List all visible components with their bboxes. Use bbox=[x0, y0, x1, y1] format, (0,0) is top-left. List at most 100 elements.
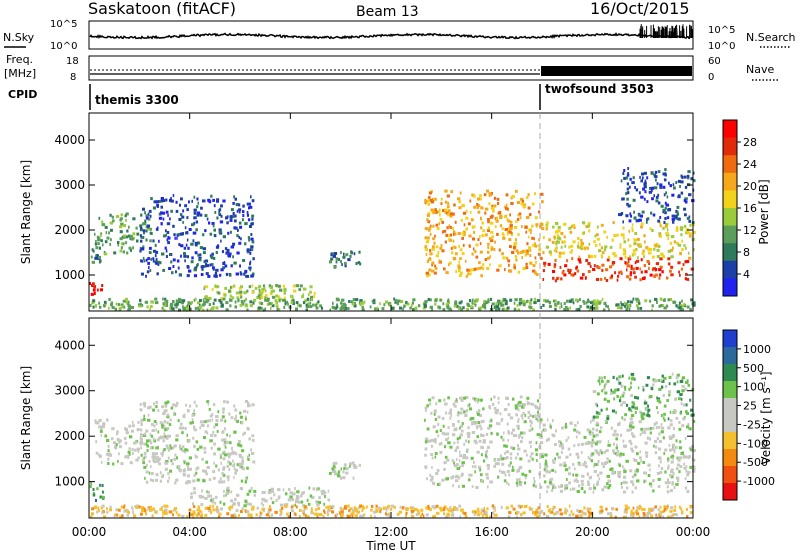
heatmap-cell bbox=[205, 460, 209, 464]
heatmap-cell bbox=[497, 302, 500, 306]
heatmap-cell bbox=[413, 507, 418, 511]
heatmap-cell bbox=[343, 307, 346, 311]
heatmap-cell bbox=[453, 461, 455, 465]
heatmap-cell bbox=[551, 419, 554, 423]
heatmap-cell bbox=[301, 491, 305, 495]
heatmap-cell bbox=[684, 224, 687, 228]
heatmap-cell bbox=[559, 265, 562, 269]
heatmap-cell bbox=[258, 288, 261, 292]
heatmap-cell bbox=[438, 259, 441, 263]
heatmap-cell bbox=[479, 266, 483, 270]
heatmap-cell bbox=[96, 235, 100, 239]
heatmap-cell bbox=[445, 438, 448, 442]
heatmap-cell bbox=[201, 489, 203, 493]
heatmap-cell bbox=[596, 233, 599, 237]
heatmap-cell bbox=[185, 243, 188, 247]
heatmap-cell bbox=[635, 304, 639, 308]
heatmap-cell bbox=[497, 396, 500, 400]
heatmap-cell bbox=[134, 505, 137, 508]
heatmap-cell bbox=[537, 419, 540, 423]
heatmap-cell bbox=[680, 233, 683, 237]
heatmap-cell bbox=[593, 254, 597, 258]
heatmap-cell bbox=[152, 249, 157, 253]
heatmap-cell bbox=[623, 444, 628, 448]
heatmap-cell bbox=[447, 441, 451, 445]
heatmap-cell bbox=[631, 223, 634, 227]
heatmap-cell bbox=[627, 304, 631, 308]
heatmap-cell bbox=[502, 297, 505, 301]
colorbar-tick-label: 4 bbox=[743, 268, 750, 281]
heatmap-cell bbox=[123, 234, 126, 238]
heatmap-cell bbox=[486, 445, 490, 449]
heatmap-cell bbox=[111, 427, 115, 431]
heatmap-cell bbox=[490, 431, 493, 435]
heatmap-cell bbox=[592, 490, 595, 494]
heatmap-cell bbox=[537, 415, 540, 419]
heatmap-cell bbox=[344, 505, 347, 509]
heatmap-cell bbox=[504, 228, 508, 231]
heatmap-cell bbox=[143, 509, 147, 513]
heatmap-cell bbox=[221, 250, 224, 254]
heatmap-cell bbox=[544, 428, 547, 432]
heatmap-cell bbox=[234, 471, 237, 475]
heatmap-cell bbox=[547, 437, 551, 441]
heatmap-cell bbox=[196, 211, 201, 215]
heatmap-cell bbox=[168, 510, 172, 514]
heatmap-cell bbox=[213, 204, 216, 208]
heatmap-cell bbox=[297, 500, 301, 504]
heatmap-cell bbox=[142, 458, 145, 462]
heatmap-cell bbox=[606, 399, 610, 403]
heatmap-cell bbox=[688, 193, 692, 197]
heatmap-cell bbox=[227, 231, 230, 235]
heatmap-cell bbox=[97, 242, 100, 246]
heatmap-cell bbox=[154, 243, 157, 247]
heatmap-cell bbox=[361, 509, 364, 512]
heatmap-cell bbox=[473, 460, 475, 464]
heatmap-cell bbox=[192, 436, 195, 440]
heatmap-cell bbox=[233, 430, 237, 434]
heatmap-cell bbox=[268, 489, 271, 493]
heatmap-cell bbox=[186, 255, 189, 259]
heatmap-cell bbox=[659, 265, 663, 269]
heatmap-cell bbox=[146, 449, 149, 452]
heatmap-cell bbox=[119, 249, 123, 253]
heatmap-cell bbox=[175, 511, 178, 515]
heatmap-cell bbox=[641, 417, 645, 421]
heatmap-cell bbox=[270, 302, 273, 305]
heatmap-cell bbox=[446, 306, 450, 310]
heatmap-cell bbox=[440, 441, 443, 445]
heatmap-cell bbox=[216, 244, 220, 248]
heatmap-cell bbox=[431, 190, 433, 193]
heatmap-cell bbox=[335, 257, 339, 261]
heatmap-cell bbox=[669, 436, 673, 440]
heatmap-cell bbox=[270, 490, 274, 493]
heatmap-cell bbox=[499, 301, 503, 305]
heatmap-cell bbox=[628, 185, 631, 189]
heatmap-cell bbox=[459, 515, 461, 519]
heatmap-cell bbox=[196, 263, 199, 267]
heatmap-cell bbox=[599, 382, 601, 386]
heatmap-cell bbox=[470, 416, 475, 420]
heatmap-cell bbox=[119, 230, 123, 234]
heatmap-cell bbox=[178, 468, 182, 472]
heatmap-cell bbox=[229, 298, 233, 302]
heatmap-cell bbox=[686, 379, 689, 383]
heatmap-cell bbox=[143, 414, 145, 418]
heatmap-cell bbox=[505, 207, 509, 211]
heatmap-cell bbox=[437, 251, 440, 254]
heatmap-cell bbox=[564, 425, 568, 429]
heatmap-cell bbox=[198, 307, 200, 311]
heatmap-cell bbox=[649, 186, 652, 190]
heatmap-cell bbox=[162, 302, 165, 306]
heatmap-cell bbox=[263, 284, 266, 288]
heatmap-cell bbox=[554, 247, 557, 251]
heatmap-cell bbox=[597, 440, 601, 444]
heatmap-cell bbox=[426, 404, 429, 408]
heatmap-cell bbox=[455, 304, 459, 308]
heatmap-cell bbox=[597, 379, 601, 383]
heatmap-cell bbox=[200, 510, 203, 514]
heatmap-cell bbox=[616, 278, 619, 282]
heatmap-cell bbox=[317, 507, 321, 511]
heatmap-cell bbox=[207, 402, 210, 406]
heatmap-cell bbox=[373, 510, 376, 514]
